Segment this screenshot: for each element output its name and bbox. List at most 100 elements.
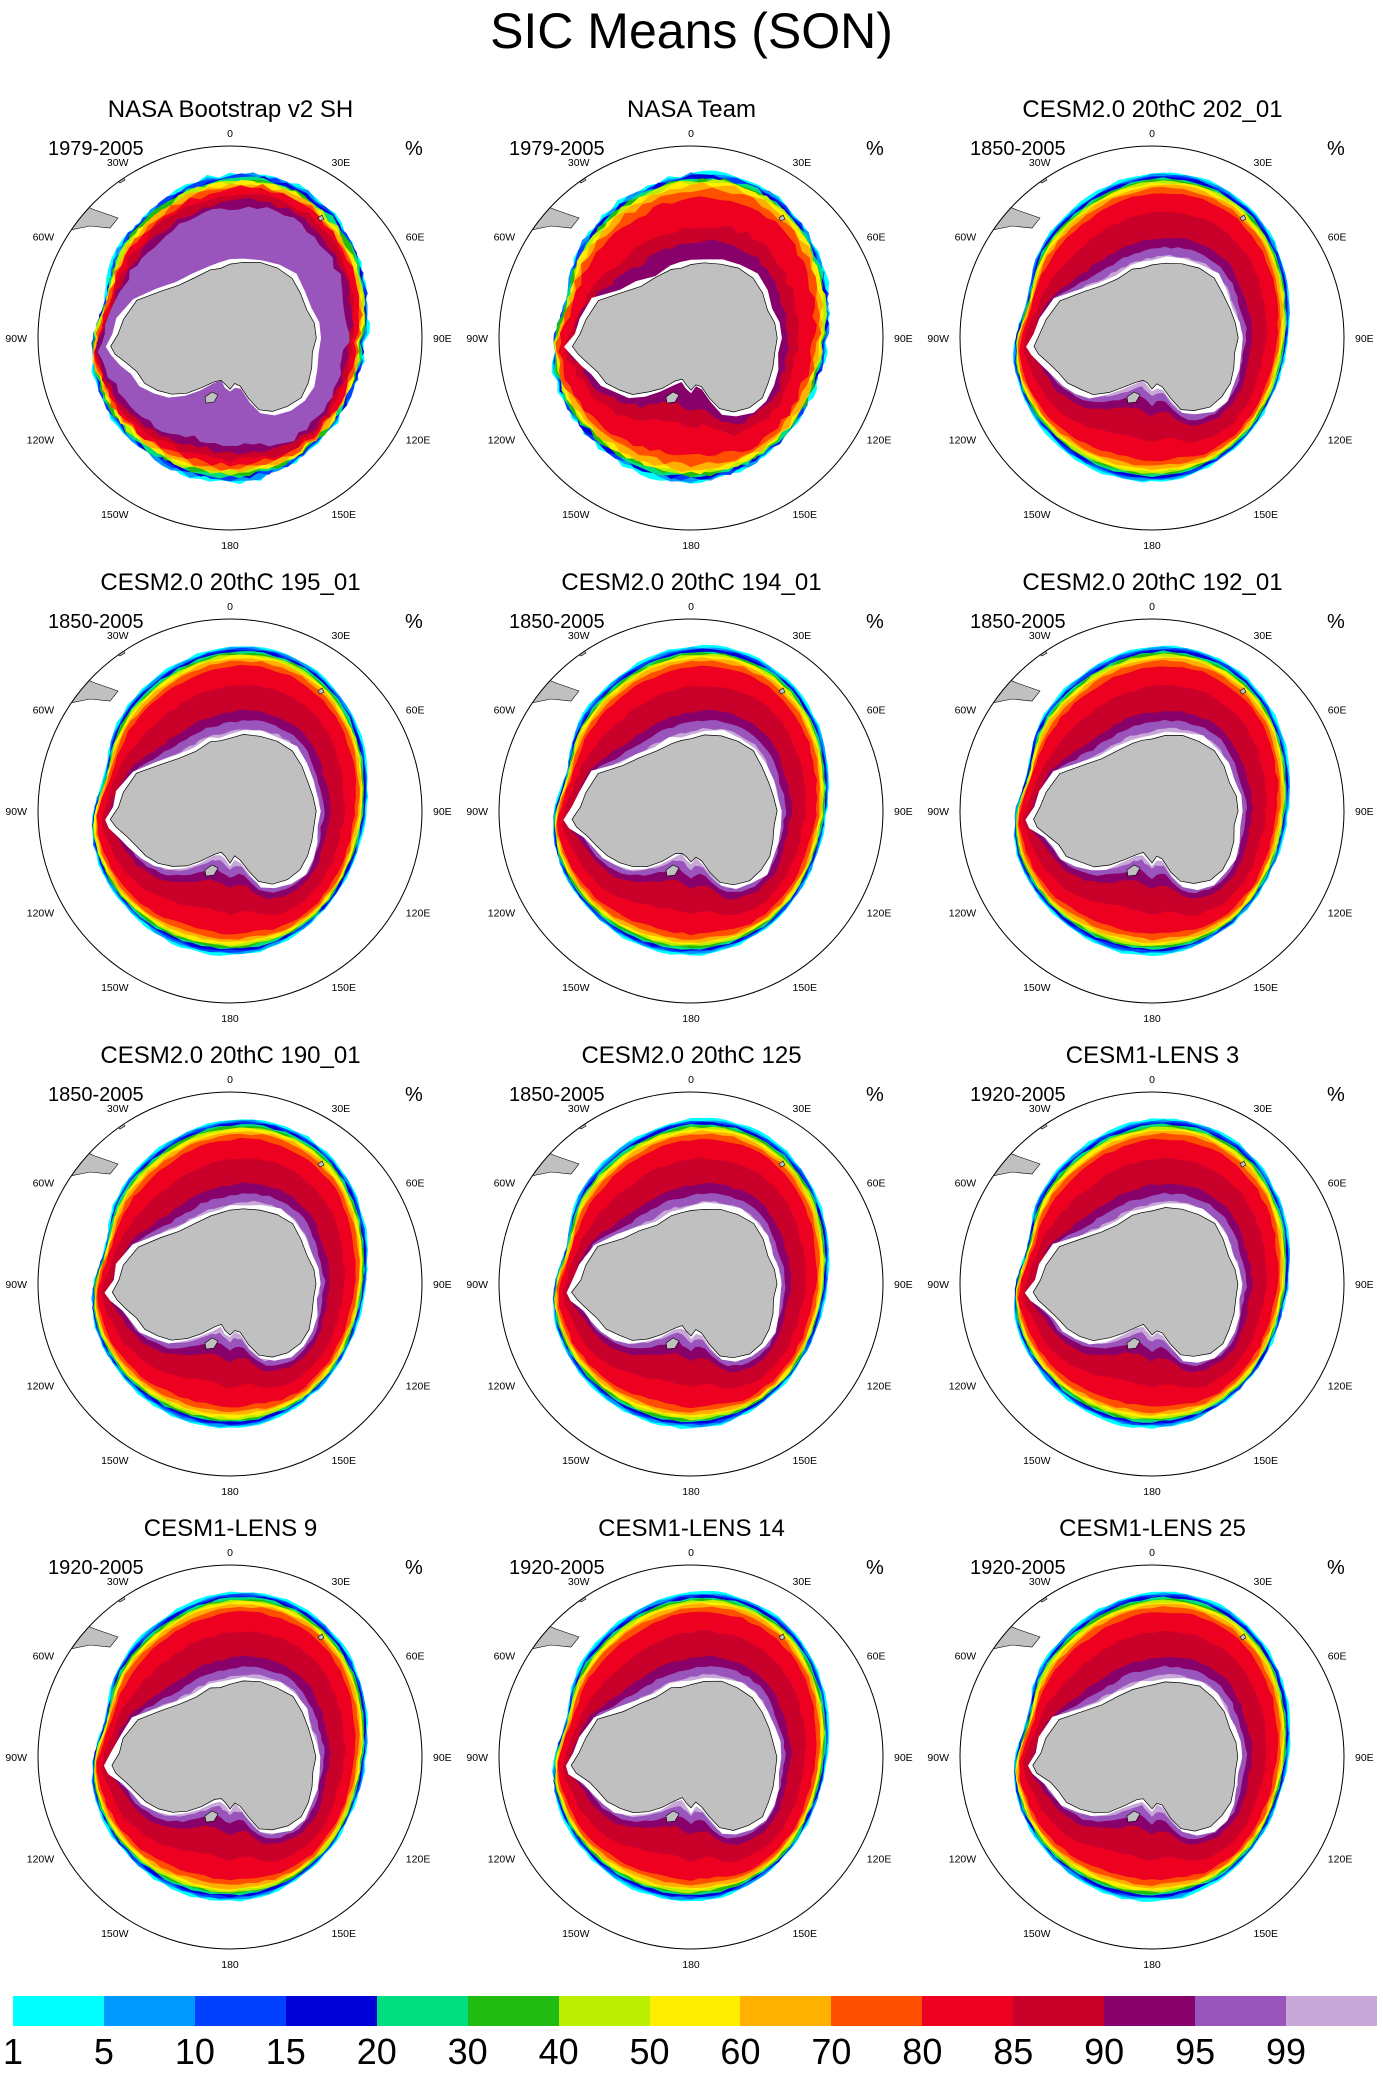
polar-map: 0 30E 60E 90E 120E 150E 180 150W 120W 90W 60W 30W xyxy=(466,601,913,1025)
antarctica-land xyxy=(109,734,317,885)
longitude-label: 180 xyxy=(221,540,239,552)
longitude-label: 30W xyxy=(568,630,590,642)
longitude-label: 150W xyxy=(101,509,129,521)
colorbar-tick-label: 5 xyxy=(93,2031,114,2072)
colorbar-swatch xyxy=(467,1996,560,2026)
map-panel: 0 30E 60E 90E 120E 150E 180 150W 120W 90W 60W 30W CE… xyxy=(461,473,922,1025)
longitude-label: 180 xyxy=(221,1013,239,1025)
longitude-label: 60E xyxy=(867,1178,886,1190)
colorbar-swatch xyxy=(740,1996,832,2026)
panel-period: 1850-2005 xyxy=(509,1084,605,1106)
longitude-label: 30E xyxy=(332,1576,351,1588)
map-boundary xyxy=(498,618,884,1004)
map-boundary xyxy=(37,145,423,531)
colorbar-swatch xyxy=(922,1996,1014,2026)
longitude-label: 150E xyxy=(793,1928,818,1940)
longitude-label: 60W xyxy=(494,232,516,244)
panel-units: % xyxy=(405,1084,423,1106)
island-land xyxy=(204,1337,219,1350)
longitude-label: 60E xyxy=(867,1651,886,1663)
longitude-label: 60W xyxy=(494,1651,516,1663)
panel-period: 1850-2005 xyxy=(48,611,144,633)
longitude-label: 180 xyxy=(682,540,700,552)
panel-title: NASA Bootstrap v2 SH xyxy=(107,96,354,123)
polar-map: 0 30E 60E 90E 120E 150E 180 150W 120W 90W 60W 30W xyxy=(927,1547,1374,1971)
longitude-label: 30E xyxy=(1254,630,1273,642)
longitude-label: 120E xyxy=(406,908,431,920)
longitude-label: 150W xyxy=(101,1928,129,1940)
longitude-label: 90W xyxy=(466,806,488,818)
longitude-label: 150E xyxy=(1254,982,1279,994)
panel-period: 1920-2005 xyxy=(970,1557,1066,1579)
longitude-label: 120E xyxy=(1328,908,1353,920)
island-land xyxy=(317,214,325,222)
longitude-label: 120W xyxy=(488,435,516,447)
longitude-label: 30W xyxy=(107,1576,129,1588)
longitude-label: 150W xyxy=(1023,982,1051,994)
longitude-label: 90E xyxy=(1355,806,1374,818)
panel-units: % xyxy=(1327,1084,1345,1106)
longitude-label: 120W xyxy=(949,435,977,447)
map-boundary xyxy=(37,1564,423,1950)
colorbar-swatch xyxy=(1286,1996,1378,2026)
longitude-label: 120W xyxy=(949,1381,977,1393)
antarctica-land xyxy=(571,1208,778,1359)
longitude-label: 90E xyxy=(433,1752,452,1764)
antarctica-land xyxy=(1032,1681,1239,1832)
longitude-label: 90W xyxy=(927,1752,949,1764)
polar-map: 0 30E 60E 90E 120E 150E 180 150W 120W 90W 60W 30W xyxy=(5,128,451,552)
island-land xyxy=(1126,391,1141,404)
colorbar-swatch xyxy=(1195,1996,1287,2026)
longitude-label: 120E xyxy=(867,1854,892,1866)
island-land xyxy=(1126,1337,1141,1350)
colorbar-swatch xyxy=(1104,1996,1196,2026)
panel-title: CESM2.0 20thC 194_01 xyxy=(561,569,822,596)
map-boundary xyxy=(37,618,423,1004)
map-panel: 0 30E 60E 90E 120E 150E 180 150W 120W 90W 60W 30W CE… xyxy=(922,1419,1383,1971)
colorbar-tick-label: 85 xyxy=(993,2031,1034,2072)
island-land xyxy=(778,1633,786,1641)
longitude-label: 150E xyxy=(793,509,818,521)
map-panel: 0 30E 60E 90E 120E 150E 180 150W 120W 90W 60W 30W CE… xyxy=(0,946,461,1498)
panel-period: 1979-2005 xyxy=(509,138,605,160)
longitude-label: 150W xyxy=(1023,509,1051,521)
antarctica-land xyxy=(571,734,778,886)
panel-period: 1920-2005 xyxy=(48,1557,144,1579)
island-land xyxy=(1239,687,1247,695)
island-land xyxy=(1126,864,1141,877)
longitude-label: 60W xyxy=(494,1178,516,1190)
panel-period: 1920-2005 xyxy=(970,1084,1066,1106)
longitude-label: 60W xyxy=(955,1178,977,1190)
longitude-label: 30W xyxy=(1029,157,1051,169)
longitude-label: 90E xyxy=(433,806,452,818)
longitude-label: 90E xyxy=(894,806,913,818)
longitude-label: 30W xyxy=(107,157,129,169)
longitude-label: 90W xyxy=(466,1279,488,1291)
polar-map: 0 30E 60E 90E 120E 150E 180 150W 120W 90W 60W 30W xyxy=(5,1547,452,1971)
island-land xyxy=(665,391,680,404)
map-panel: 0 30E 60E 90E 120E 150E 180 150W 120W 90W 60W 30W NA… xyxy=(0,0,461,552)
colorbar-swatch xyxy=(103,1996,196,2026)
panel-units: % xyxy=(405,611,423,633)
panel-title: CESM2.0 20thC 125 xyxy=(581,1042,802,1069)
longitude-label: 90W xyxy=(5,1752,27,1764)
longitude-label: 30W xyxy=(1029,1103,1051,1115)
panel-period: 1850-2005 xyxy=(509,611,605,633)
map-panel: 0 30E 60E 90E 120E 150E 180 150W 120W 90W 60W 30W CE… xyxy=(922,0,1383,552)
longitude-label: 60W xyxy=(33,705,55,717)
longitude-label: 60E xyxy=(867,705,886,717)
antarctica-land xyxy=(111,1208,317,1358)
longitude-label: 90W xyxy=(5,1279,27,1291)
longitude-label: 0 xyxy=(1149,128,1155,140)
longitude-label: 180 xyxy=(221,1486,239,1498)
panel-units: % xyxy=(1327,611,1345,633)
longitude-label: 180 xyxy=(221,1959,239,1971)
map-boundary xyxy=(959,1564,1345,1950)
island-land xyxy=(1239,1633,1247,1641)
longitude-label: 90E xyxy=(1355,1752,1374,1764)
longitude-label: 150E xyxy=(1254,1928,1279,1940)
longitude-label: 150W xyxy=(562,1455,590,1467)
figure-title: SIC Means (SON) xyxy=(490,3,893,59)
map-panel: 0 30E 60E 90E 120E 150E 180 150W 120W 90W 60W 30W NA… xyxy=(461,0,922,552)
antarctica-land xyxy=(111,1680,317,1831)
